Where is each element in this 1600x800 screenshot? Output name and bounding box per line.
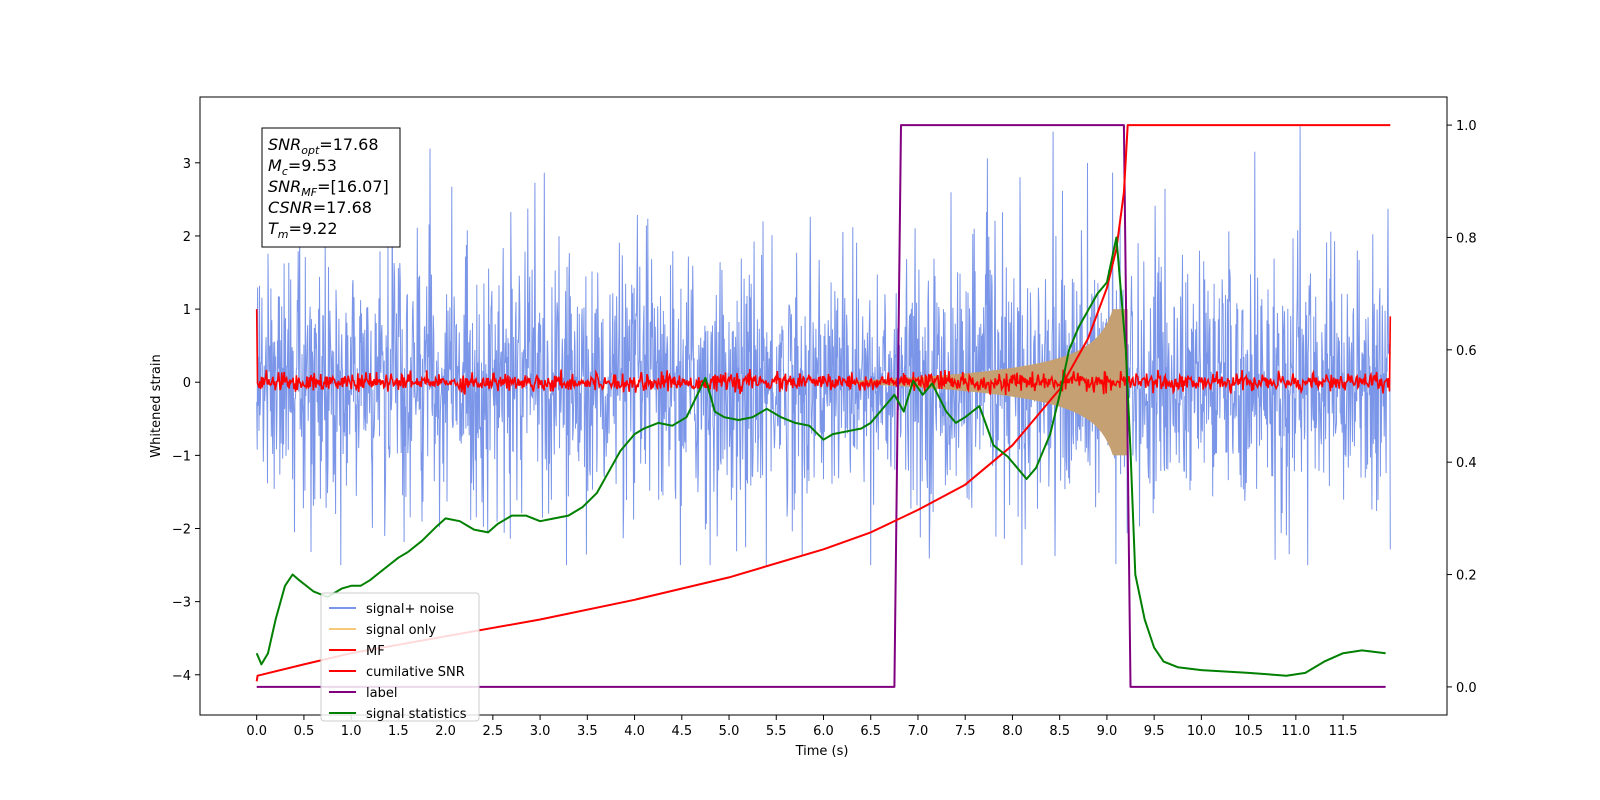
y-tick-label: −4 [172, 669, 191, 684]
y-tick-label: 2 [183, 230, 191, 245]
annotation-line: CSNR=17.68 [268, 198, 372, 217]
x-tick-label: 1.0 [341, 724, 362, 739]
x-tick-label: 7.5 [955, 724, 976, 739]
series-label-line [256, 124, 1386, 688]
series-mf-line [255, 309, 1392, 396]
y-axis-left: 3 2 1 0 −1 −2 −3 −4 [172, 157, 200, 684]
x-tick-label: 0.0 [246, 724, 267, 739]
x-tick-label: 6.0 [813, 724, 834, 739]
annotation-line: Mc=9.53 [268, 156, 337, 178]
y2-tick-label: 1.0 [1456, 119, 1477, 134]
legend-entry: signal only [366, 623, 436, 638]
y-axis-label: Whitened strain [149, 354, 164, 457]
x-tick-label: 10.5 [1234, 724, 1263, 739]
series-signal-only-envelope [851, 309, 1128, 456]
y2-tick-label: 0.0 [1456, 681, 1477, 696]
x-tick-label: 6.5 [860, 724, 881, 739]
series-signal-statistics-line [255, 236, 1386, 677]
y-tick-label: −1 [172, 449, 191, 464]
x-tick-label: 9.5 [1144, 724, 1165, 739]
x-tick-label: 4.5 [671, 724, 692, 739]
x-tick-label: 11.0 [1281, 724, 1310, 739]
y-tick-label: 3 [183, 157, 191, 172]
x-tick-label: 11.5 [1329, 724, 1358, 739]
x-tick-label: 5.0 [719, 724, 740, 739]
x-tick-label: 8.5 [1049, 724, 1070, 739]
x-tick-label: 8.0 [1002, 724, 1023, 739]
y2-tick-label: 0.4 [1456, 456, 1477, 471]
x-tick-label: 3.0 [530, 724, 551, 739]
x-tick-label: 3.5 [577, 724, 598, 739]
x-tick-label: 9.0 [1097, 724, 1118, 739]
legend-entry: MF [366, 644, 385, 659]
y-tick-label: −2 [172, 523, 191, 538]
x-tick-label: 0.5 [294, 724, 315, 739]
legend-entry: signal+ noise [366, 602, 454, 617]
x-tick-label: 5.5 [766, 724, 787, 739]
x-axis-label: Time (s) [795, 744, 849, 759]
x-tick-label: 1.5 [388, 724, 409, 739]
x-tick-label: 4.0 [624, 724, 645, 739]
series-signal-noise-line [256, 126, 1391, 566]
annotation-line: SNRopt=17.68 [268, 135, 379, 157]
annotation-line: Tm=9.22 [268, 219, 338, 241]
legend-entry: cumilative SNR [366, 665, 465, 680]
y-tick-label: 1 [183, 303, 191, 318]
y2-tick-label: 0.2 [1456, 569, 1477, 584]
legend-entry: signal statistics [366, 707, 467, 722]
x-tick-label: 7.0 [908, 724, 929, 739]
legend-frame [320, 592, 480, 722]
y-tick-label: −3 [172, 596, 191, 611]
y2-tick-label: 0.8 [1456, 231, 1477, 246]
x-tick-label: 2.5 [483, 724, 504, 739]
legend: signal+ noise signal only MF cumilative SNR… [320, 592, 480, 722]
legend-entry: label [366, 686, 397, 701]
y-axis-right: 1.0 0.8 0.6 0.4 0.2 0.0 [1447, 119, 1477, 696]
x-axis: 0.0 0.5 1.0 1.5 2.0 2.5 3.0 3.5 4.0 4.5 5.0 5.5 6.0 6… [246, 715, 1358, 739]
stats-annotation-box: SNRopt=17.68Mc=9.53SNRMF=[16.07]CSNR=17.… [261, 127, 401, 248]
annotation-line: SNRMF=[16.07] [268, 177, 389, 199]
y2-tick-label: 0.6 [1456, 344, 1477, 359]
y-tick-label: 0 [183, 376, 191, 391]
annotation-frame [261, 127, 401, 248]
x-tick-label: 10.0 [1187, 724, 1216, 739]
x-tick-label: 2.0 [435, 724, 456, 739]
